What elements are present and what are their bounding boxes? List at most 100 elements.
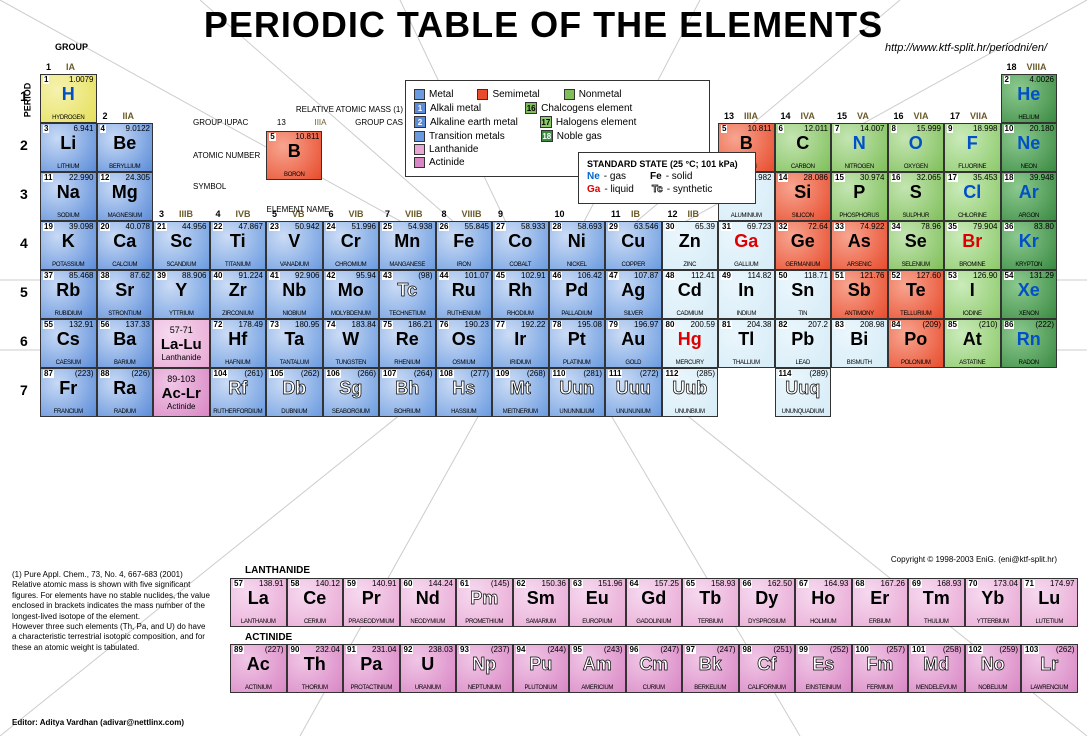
period-number: 3 — [20, 186, 28, 202]
element-Sg: 106(266)SgSeaborgium — [323, 368, 380, 417]
element-Sn: 50118.71SnTin — [775, 270, 832, 319]
element-I: 53126.90IIodine — [944, 270, 1001, 319]
group-number: 12 — [668, 209, 678, 219]
element-He: 24.0026HeHelium — [1001, 74, 1058, 123]
element-Tc: 43(98)TcTechnetium — [379, 270, 436, 319]
period-number: 2 — [20, 137, 28, 153]
element-La: 57138.91LaLanthanum — [230, 578, 287, 627]
element-Cu: 2963.546CuCopper — [605, 221, 662, 270]
period-number: 6 — [20, 333, 28, 349]
element-Rf: 104(261)RfRutherfordium — [210, 368, 267, 417]
element-Nb: 4192.906NbNiobium — [266, 270, 323, 319]
element-Zn: 3065.39ZnZinc — [662, 221, 719, 270]
actinide-label: ACTINIDE — [245, 632, 292, 643]
group-iupac: IIIA — [744, 111, 758, 121]
element-Te: 52127.60TeTellurium — [888, 270, 945, 319]
group-iupac: IB — [631, 209, 640, 219]
element-Pa: 91231.04PaProtactinium — [343, 644, 400, 693]
element-Hg: 80200.59HgMercury — [662, 319, 719, 368]
element-Mn: 2554.938MnManganese — [379, 221, 436, 270]
group-iupac: IIB — [688, 209, 700, 219]
element-Tl: 81204.38TlThallium — [718, 319, 775, 368]
group-number: 16 — [894, 111, 904, 121]
group-iupac: VIIA — [970, 111, 988, 121]
element-Tb: 65158.93TbTerbium — [682, 578, 739, 627]
element-Ho: 67164.93HoHolmium — [795, 578, 852, 627]
element-Er: 68167.26ErErbium — [852, 578, 909, 627]
guide-block: RELATIVE ATOMIC MASS (1) GROUP IUPAC13II… — [193, 105, 403, 214]
element-Cr: 2451.996CrChromium — [323, 221, 380, 270]
element-Hf: 72178.49HfHafnium — [210, 319, 267, 368]
element-Bi: 83208.98BiBismuth — [831, 319, 888, 368]
element-Po: 84(209)PoPolonium — [888, 319, 945, 368]
element-F: 918.998FFluorine — [944, 123, 1001, 172]
element-Ni: 2858.693NiNickel — [549, 221, 606, 270]
series-Actinide: 89-103Ac-LrActinide — [153, 368, 210, 417]
group-iupac: IIIB — [179, 209, 193, 219]
element-Rb: 3785.468RbRubidium — [40, 270, 97, 319]
element-Pu: 94(244)PuPlutonium — [513, 644, 570, 693]
element-Sb: 51121.76SbAntimony — [831, 270, 888, 319]
element-Pd: 46106.42PdPalladium — [549, 270, 606, 319]
element-Db: 105(262)DbDubnium — [266, 368, 323, 417]
group-number: 11 — [611, 209, 621, 219]
element-Pt: 78195.08PtPlatinum — [549, 319, 606, 368]
group-iupac: IA — [66, 62, 75, 72]
element-Os: 76190.23OsOsmium — [436, 319, 493, 368]
element-Cs: 55132.91CsCaesium — [40, 319, 97, 368]
element-In: 49114.82InIndium — [718, 270, 775, 319]
element-Uuu: 111(272)UuuUnununium — [605, 368, 662, 417]
group-number: 17 — [950, 111, 960, 121]
element-Y: 3988.906YYttrium — [153, 270, 210, 319]
element-Ge: 3272.64GeGermanium — [775, 221, 832, 270]
state-legend: STANDARD STATE (25 °C; 101 kPa) Ne- gas … — [578, 152, 756, 204]
element-Xe: 54131.29XeXenon — [1001, 270, 1058, 319]
group-number: 3 — [159, 209, 164, 219]
period-number: 5 — [20, 284, 28, 300]
series-Lanthanide: 57-71La-LuLanthanide — [153, 319, 210, 368]
group-number: 10 — [555, 209, 565, 219]
element-Yb: 70173.04YbYtterbium — [965, 578, 1022, 627]
group-number: 2 — [103, 111, 108, 121]
element-At: 85(210)AtAstatine — [944, 319, 1001, 368]
copyright-text: Copyright © 1998-2003 EniG. (eni@ktf-spl… — [891, 555, 1057, 565]
element-Fr: 87(223)FrFrancium — [40, 368, 97, 417]
element-P: 1530.974PPhosphorus — [831, 172, 888, 221]
element-Be: 49.0122BeBeryllium — [97, 123, 154, 172]
group-iupac: VIIIA — [1027, 62, 1047, 72]
element-Li: 36.941LiLithium — [40, 123, 97, 172]
editor-text: Editor: Aditya Vardhan (adivar@nettlinx.… — [12, 718, 184, 728]
element-Mo: 4295.94MoMolybdenum — [323, 270, 380, 319]
element-Gd: 64157.25GdGadolinium — [626, 578, 683, 627]
element-Ac: 89(227)AcActinium — [230, 644, 287, 693]
element-Ti: 2247.867TiTitanium — [210, 221, 267, 270]
element-Ru: 44101.07RuRuthenium — [436, 270, 493, 319]
period-number: 4 — [20, 235, 28, 251]
element-Md: 101(258)MdMendelevium — [908, 644, 965, 693]
element-Pb: 82207.2PbLead — [775, 319, 832, 368]
element-Bk: 97(247)BkBerkelium — [682, 644, 739, 693]
element-Rn: 86(222)RnRadon — [1001, 319, 1058, 368]
group-iupac: IVA — [801, 111, 815, 121]
element-Ir: 77192.22IrIridium — [492, 319, 549, 368]
period-number: 7 — [20, 382, 28, 398]
element-Se: 3478.96SeSelenium — [888, 221, 945, 270]
group-number: 9 — [498, 209, 503, 219]
element-Ta: 73180.95TaTantalum — [266, 319, 323, 368]
element-C: 612.011CCarbon — [775, 123, 832, 172]
element-Mg: 1224.305MgMagnesium — [97, 172, 154, 221]
element-Uun: 110(281)UunUnunnilium — [549, 368, 606, 417]
element-Ra: 88(226)RaRadium — [97, 368, 154, 417]
element-O: 815.999OOxygen — [888, 123, 945, 172]
element-Np: 93(237)NpNeptunium — [456, 644, 513, 693]
element-Mt: 109(268)MtMeitnerium — [492, 368, 549, 417]
element-Ga: 3169.723GaGallium — [718, 221, 775, 270]
page-title: PERIODIC TABLE OF THE ELEMENTS — [0, 0, 1087, 46]
element-Hs: 108(277)HsHassium — [436, 368, 493, 417]
element-Tm: 69168.93TmThulium — [908, 578, 965, 627]
element-Th: 90232.04ThThorium — [287, 644, 344, 693]
element-Eu: 63151.96EuEuropium — [569, 578, 626, 627]
element-Ag: 47107.87AgSilver — [605, 270, 662, 319]
element-Pm: 61(145)PmPromethium — [456, 578, 513, 627]
element-Lu: 71174.97LuLutetium — [1021, 578, 1078, 627]
